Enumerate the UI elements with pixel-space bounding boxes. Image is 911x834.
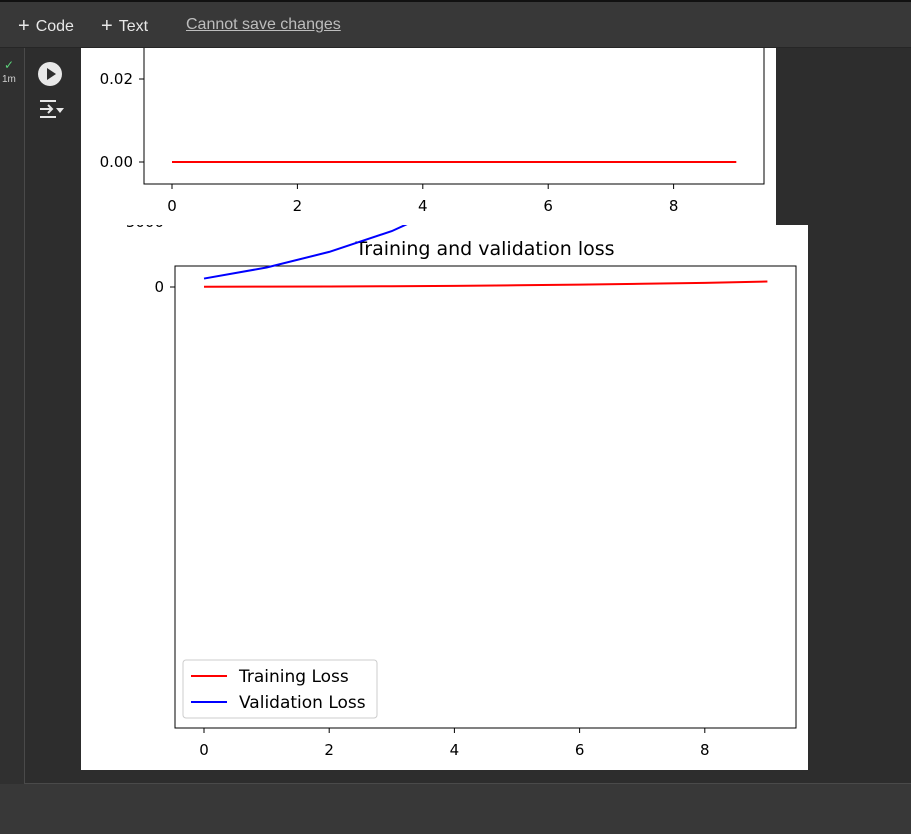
add-code-label: Code (35, 18, 74, 35)
toolbar: + Code + Text Cannot save changes (0, 0, 911, 48)
x-tick-label: 8 (669, 197, 679, 215)
plot-frame (143, 48, 765, 185)
plus-icon: + (101, 15, 113, 37)
legend-label-training: Training Loss (238, 667, 349, 687)
legend-box (182, 659, 378, 719)
x-tick-label: 6 (543, 197, 553, 215)
x-tick-label: 4 (450, 741, 460, 759)
legend: Training Loss Validation Loss (182, 659, 378, 719)
chart-title: Training and validation loss (354, 238, 614, 260)
plot-frame (174, 265, 797, 729)
legend-label-validation: Validation Loss (239, 693, 366, 713)
y-tick-label: 0 (154, 278, 164, 296)
plus-icon: + (18, 15, 30, 37)
add-text-label: Text (118, 18, 149, 35)
loss-plot: Training and validation loss 0−5000−1000… (81, 225, 808, 770)
accuracy-plot: 0.02 0.00 0 2 4 6 8 (81, 48, 776, 225)
y-tick-label: 0.02 (100, 70, 133, 88)
series-line-training-loss (203, 280, 768, 288)
exec-time: 1m (2, 74, 16, 85)
notebook-background (0, 784, 911, 834)
x-tick-label: 2 (324, 741, 334, 759)
output-settings-icon[interactable] (38, 98, 64, 120)
x-tick-label: 6 (575, 741, 585, 759)
add-code-button[interactable]: + Code (18, 14, 74, 37)
run-cell-button[interactable] (38, 62, 62, 86)
x-tick-label: 2 (293, 197, 303, 215)
add-text-button[interactable]: + Text (101, 14, 148, 37)
x-tick-label: 0 (167, 197, 177, 215)
x-tick-label: 0 (199, 741, 209, 759)
x-tick-label: 4 (418, 197, 428, 215)
check-icon: ✓ (4, 58, 15, 72)
save-status-link[interactable]: Cannot save changes (186, 16, 341, 33)
x-tick-label: 8 (700, 741, 710, 759)
y-tick-label: −5000 (113, 225, 164, 231)
accuracy-chart-svg: 0.02 0.00 0 2 4 6 8 (100, 48, 765, 215)
cell-gutter (0, 48, 24, 784)
y-tick-label: 0.00 (100, 153, 133, 171)
loss-chart-svg: Training and validation loss 0−5000−1000… (113, 225, 797, 759)
series-line-validation-loss (203, 225, 408, 280)
